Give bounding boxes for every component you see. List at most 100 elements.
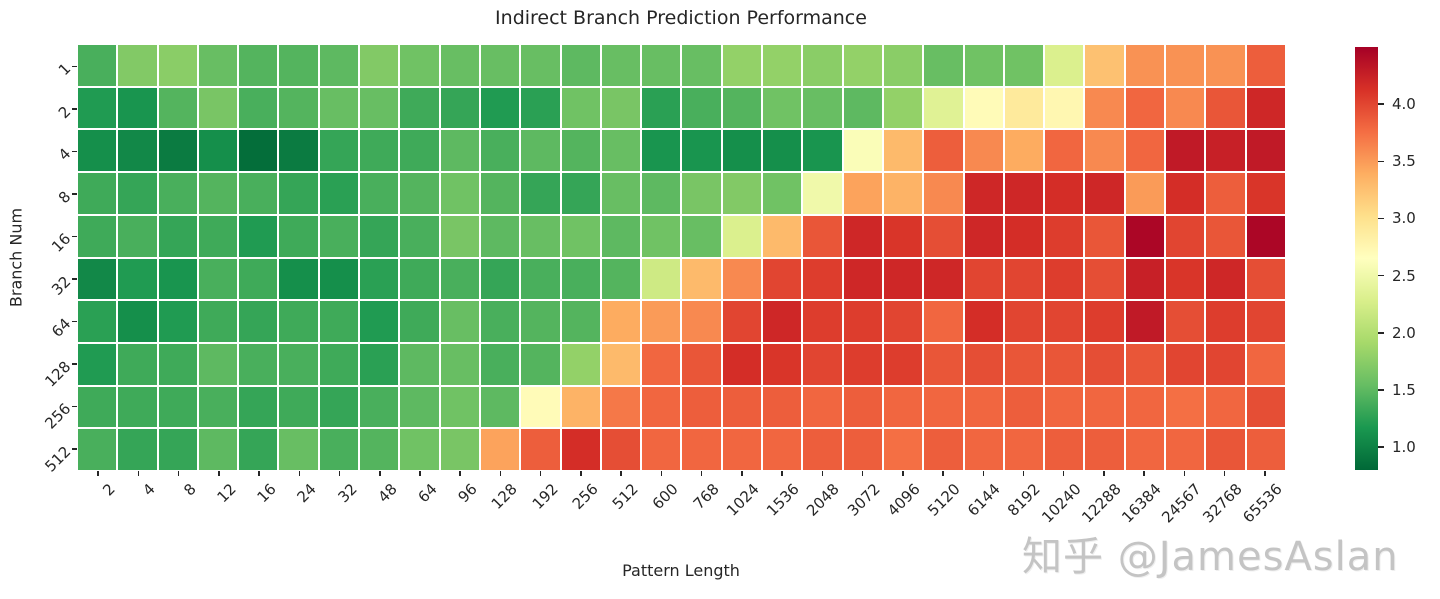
heatmap-cell [1206,258,1245,300]
heatmap-cell [1045,173,1084,214]
x-tick-mark [177,471,180,476]
heatmap-cell [521,215,560,257]
heatmap-cell [642,45,681,86]
heatmap-cell [843,386,882,428]
heatmap-cell [118,215,157,257]
heatmap-cell [480,215,520,257]
heatmap-cell [763,386,802,428]
y-tick-mark [72,235,77,237]
heatmap-cell [1206,301,1245,342]
heatmap-cell [198,215,238,257]
heatmap-cell [1085,173,1124,214]
x-tick-mark [459,471,461,476]
heatmap-cell [561,173,600,214]
heatmap-cell [360,386,399,428]
heatmap-cell [158,87,197,129]
x-tick-mark [1143,471,1145,476]
heatmap-cell [601,343,641,385]
heatmap-cell [843,173,882,214]
heatmap-cell [521,386,560,428]
heatmap-cell [1206,215,1245,257]
heatmap-cell [319,429,359,470]
heatmap-cell [239,429,278,470]
x-tick-label: 1024 [722,480,763,520]
heatmap-cell [521,45,560,86]
heatmap-cell [964,87,1003,129]
heatmap-cell [480,343,520,385]
heatmap-cell [722,130,762,172]
x-tick-label: 24 [293,480,321,507]
heatmap-cell [883,258,923,300]
heatmap-cell [1246,386,1285,428]
x-axis-title: Pattern Length [622,561,740,580]
heatmap-cell [883,173,923,214]
heatmap-cell [319,343,359,385]
heatmap-cell [722,45,762,86]
heatmap-cell [722,343,762,385]
x-tick-label: 24567 [1158,480,1206,527]
heatmap-cell [1125,130,1165,172]
heatmap-cell [360,173,399,214]
heatmap-cell [440,87,479,129]
heatmap-cell [440,130,479,172]
heatmap-cell [1004,215,1044,257]
heatmap-cell [843,301,882,342]
colorbar-tick-label: 3.0 [1392,209,1416,228]
heatmap-cell [1206,429,1245,470]
heatmap-cell [843,343,882,385]
heatmap-cell [561,301,600,342]
x-tick-mark [660,471,663,476]
heatmap-cell [883,130,923,172]
x-tick-mark [620,471,622,476]
x-tick-mark [861,471,864,476]
heatmap-cell [682,301,721,342]
x-tick-label: 6144 [964,480,1004,520]
x-tick-label: 48 [374,480,401,507]
heatmap-cell [1206,45,1245,86]
heatmap-cell [360,130,399,172]
heatmap-cell [763,258,802,300]
heatmap-cell [561,386,600,428]
heatmap-cell [843,45,882,86]
heatmap-cell [1166,343,1205,385]
heatmap-cell [78,343,117,385]
heatmap-cell [440,429,479,470]
heatmap-cell [843,215,882,257]
x-tick-mark [1183,471,1186,476]
heatmap-cell [198,173,238,214]
heatmap-cell [78,173,117,214]
heatmap-cell [239,130,278,172]
heatmap-cell [803,87,842,129]
heatmap-cell [319,386,359,428]
heatmap-cell [924,343,963,385]
heatmap-cell [1125,429,1165,470]
heatmap-cell [360,258,399,300]
heatmap-cell [279,45,318,86]
heatmap-cell [1125,343,1165,385]
heatmap-cell [601,173,641,214]
heatmap-cell [1004,386,1044,428]
heatmap-cell [239,386,278,428]
heatmap-cell [561,87,600,129]
heatmap-cell [1004,258,1044,300]
heatmap-cell [803,301,842,342]
x-tick-mark [741,471,743,476]
heatmap-cell [1166,45,1205,86]
heatmap-cell [319,215,359,257]
heatmap-cell [360,87,399,129]
x-tick-label: 8 [179,480,200,500]
heatmap-cell [642,429,681,470]
heatmap-cell [763,130,802,172]
heatmap-cell [964,429,1003,470]
heatmap-cell [803,130,842,172]
y-tick-mark [72,108,77,110]
heatmap-cell [964,386,1003,428]
x-tick-mark [700,471,703,476]
heatmap-plot-area [78,45,1285,470]
heatmap-cell [924,173,963,214]
heatmap-cell [480,87,520,129]
heatmap-cell [400,87,439,129]
heatmap-cell [964,258,1003,300]
y-tick-mark [72,150,77,152]
heatmap-cell [561,258,600,300]
